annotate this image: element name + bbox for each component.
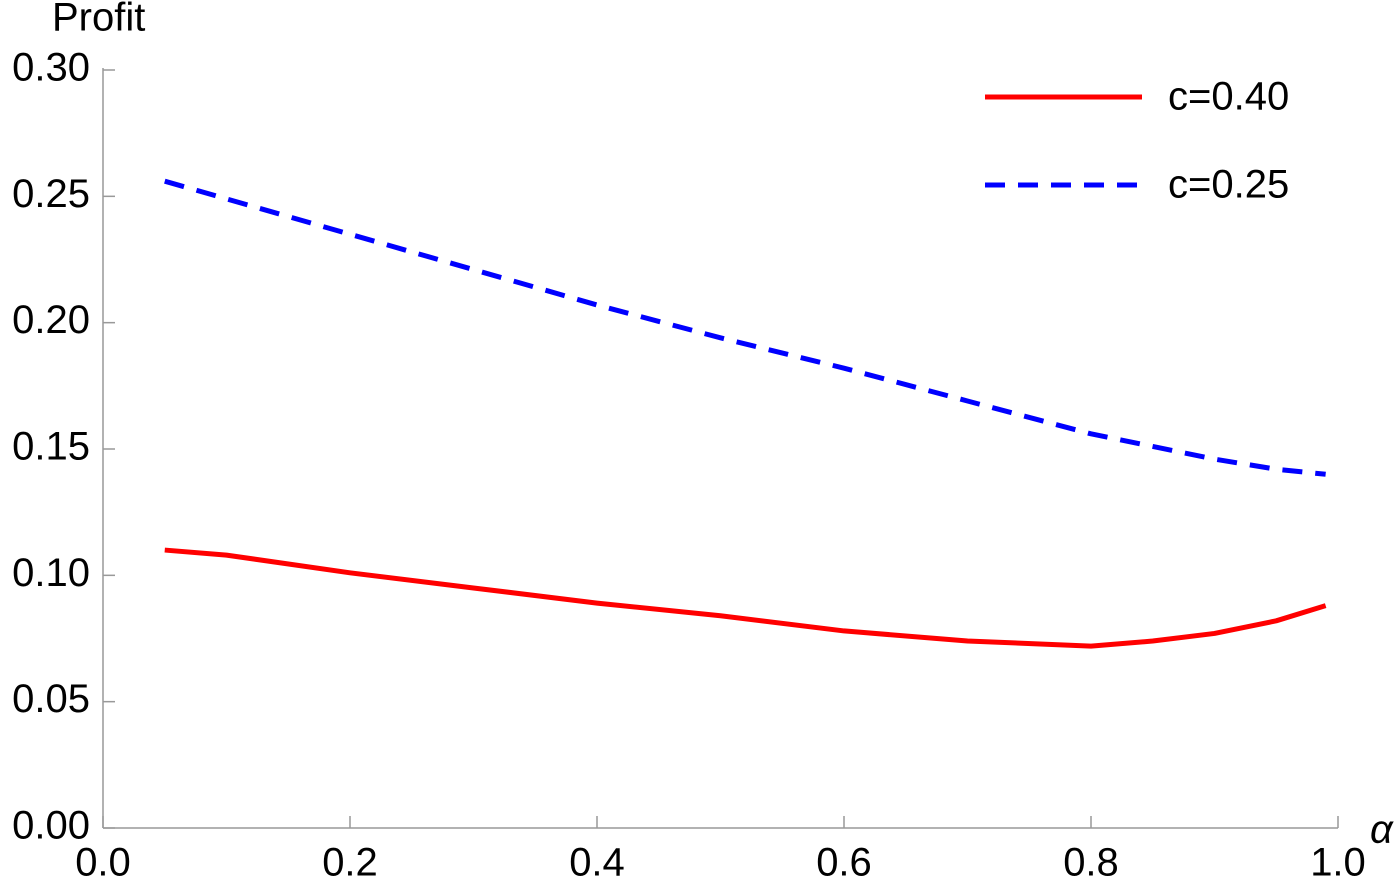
y-tick-label: 0.00 (12, 804, 90, 848)
x-tick-label: 0.4 (569, 841, 625, 885)
y-tick-label: 0.20 (12, 298, 90, 342)
y-tick-label: 0.05 (12, 677, 90, 721)
series-line (164, 547, 1327, 649)
x-tick-label: 0.6 (816, 841, 872, 885)
legend-label: c=0.25 (1168, 163, 1289, 207)
y-axis-label: Profit (52, 0, 145, 40)
y-tick-label: 0.15 (12, 425, 90, 469)
y-tick-label: 0.25 (12, 172, 90, 216)
y-tick-label: 0.10 (12, 551, 90, 595)
x-tick-label: 0.8 (1063, 841, 1119, 885)
x-tick-label: 0.2 (322, 841, 378, 885)
legend-label: c=0.40 (1168, 75, 1289, 119)
x-tick-label: 1.0 (1310, 841, 1366, 885)
x-axis-label: α (1370, 808, 1394, 852)
y-tick-label: 0.30 (12, 46, 90, 90)
series-line (164, 178, 1326, 477)
x-tick-label: 0.0 (75, 841, 131, 885)
